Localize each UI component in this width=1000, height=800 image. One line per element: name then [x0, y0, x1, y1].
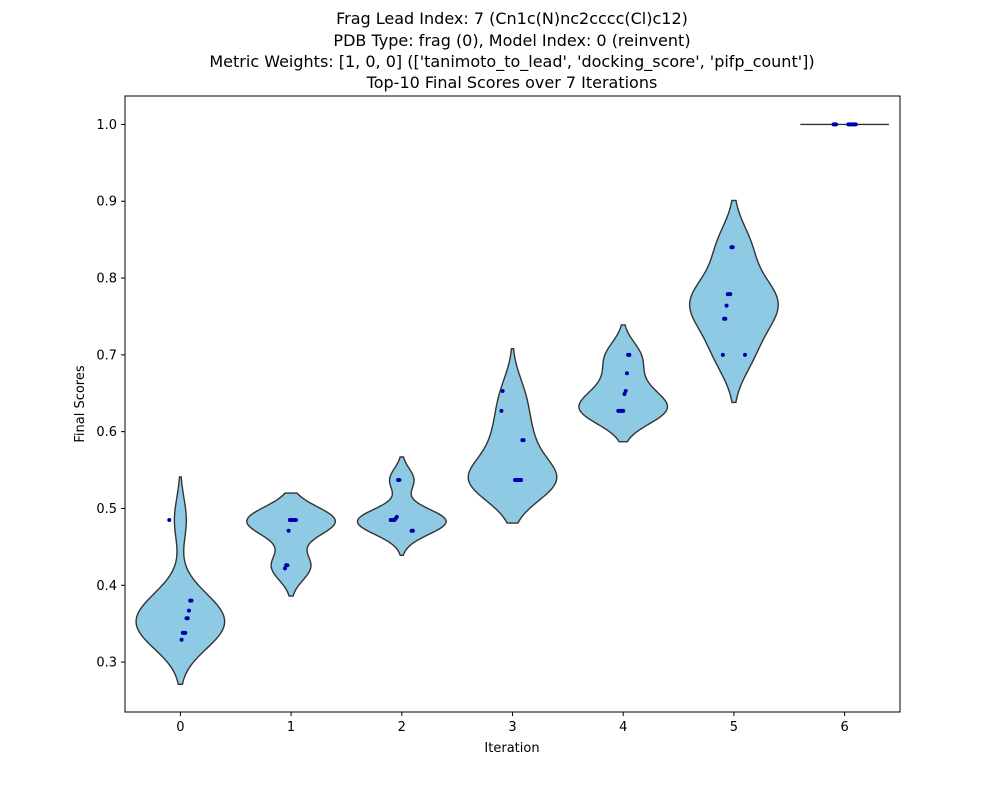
title-line-2: PDB Type: frag (0), Model Index: 0 (rein… [333, 31, 690, 50]
x-tick-label: 4 [619, 720, 627, 735]
data-point [626, 352, 631, 357]
data-point [831, 122, 836, 127]
x-tick-label: 2 [398, 720, 406, 735]
title-line-4: Top-10 Final Scores over 7 Iterations [366, 73, 658, 92]
y-tick-label: 0.4 [96, 579, 117, 594]
y-tick-label: 0.3 [96, 656, 117, 671]
violin-body [246, 492, 337, 597]
violin-body [356, 456, 447, 557]
y-tick-label: 0.7 [96, 348, 117, 363]
data-point [722, 316, 727, 321]
y-tick-label: 0.8 [96, 272, 117, 287]
x-tick-label: 1 [287, 720, 295, 735]
y-axis-label: Final Scores [73, 365, 88, 443]
data-point [725, 292, 730, 297]
data-point [499, 408, 504, 413]
data-point [520, 438, 525, 443]
data-point [622, 392, 627, 397]
data-point [623, 388, 628, 393]
data-point [743, 352, 747, 357]
y-tick-label: 0.5 [96, 502, 117, 517]
data-point [284, 563, 289, 568]
data-point [729, 245, 734, 250]
data-point [282, 566, 287, 571]
violins-layer [135, 123, 889, 686]
violin-body [467, 348, 558, 524]
data-point [724, 303, 729, 308]
violin-body [688, 199, 779, 404]
data-point [179, 637, 184, 642]
y-tick-label: 0.6 [96, 425, 117, 440]
data-point [512, 478, 517, 483]
data-point [720, 352, 725, 357]
data-point [180, 630, 185, 635]
data-point [409, 528, 414, 533]
x-axis-ticks: 0 1 2 3 4 5 6 [176, 712, 849, 735]
data-point [616, 408, 621, 413]
title-line-1: Frag Lead Index: 7 (Cn1c(N)nc2cccc(Cl)c1… [336, 9, 688, 28]
data-point [184, 616, 189, 621]
data-point [286, 528, 291, 533]
points-layer [167, 122, 858, 642]
data-point [388, 517, 393, 522]
data-point [167, 517, 172, 522]
violin-body [135, 476, 226, 686]
data-point [846, 122, 851, 127]
x-tick-label: 3 [508, 720, 516, 735]
data-point [624, 371, 629, 376]
x-tick-label: 0 [176, 720, 184, 735]
title-line-3: Metric Weights: [1, 0, 0] (['tanimoto_to… [209, 52, 814, 72]
data-point [500, 388, 505, 393]
y-axis-ticks: 0.3 0.4 0.5 0.6 0.7 0.8 0.9 1.0 [96, 118, 125, 671]
chart-title: Frag Lead Index: 7 (Cn1c(N)nc2cccc(Cl)c1… [209, 9, 814, 92]
data-point [287, 517, 292, 522]
x-tick-label: 5 [730, 720, 738, 735]
x-axis-label: Iteration [484, 741, 539, 756]
data-point [188, 598, 193, 603]
violin-body [578, 324, 669, 443]
x-tick-label: 6 [841, 720, 849, 735]
data-point [396, 478, 401, 483]
y-tick-label: 1.0 [96, 118, 117, 133]
y-tick-label: 0.9 [96, 195, 117, 210]
data-point [186, 608, 191, 613]
